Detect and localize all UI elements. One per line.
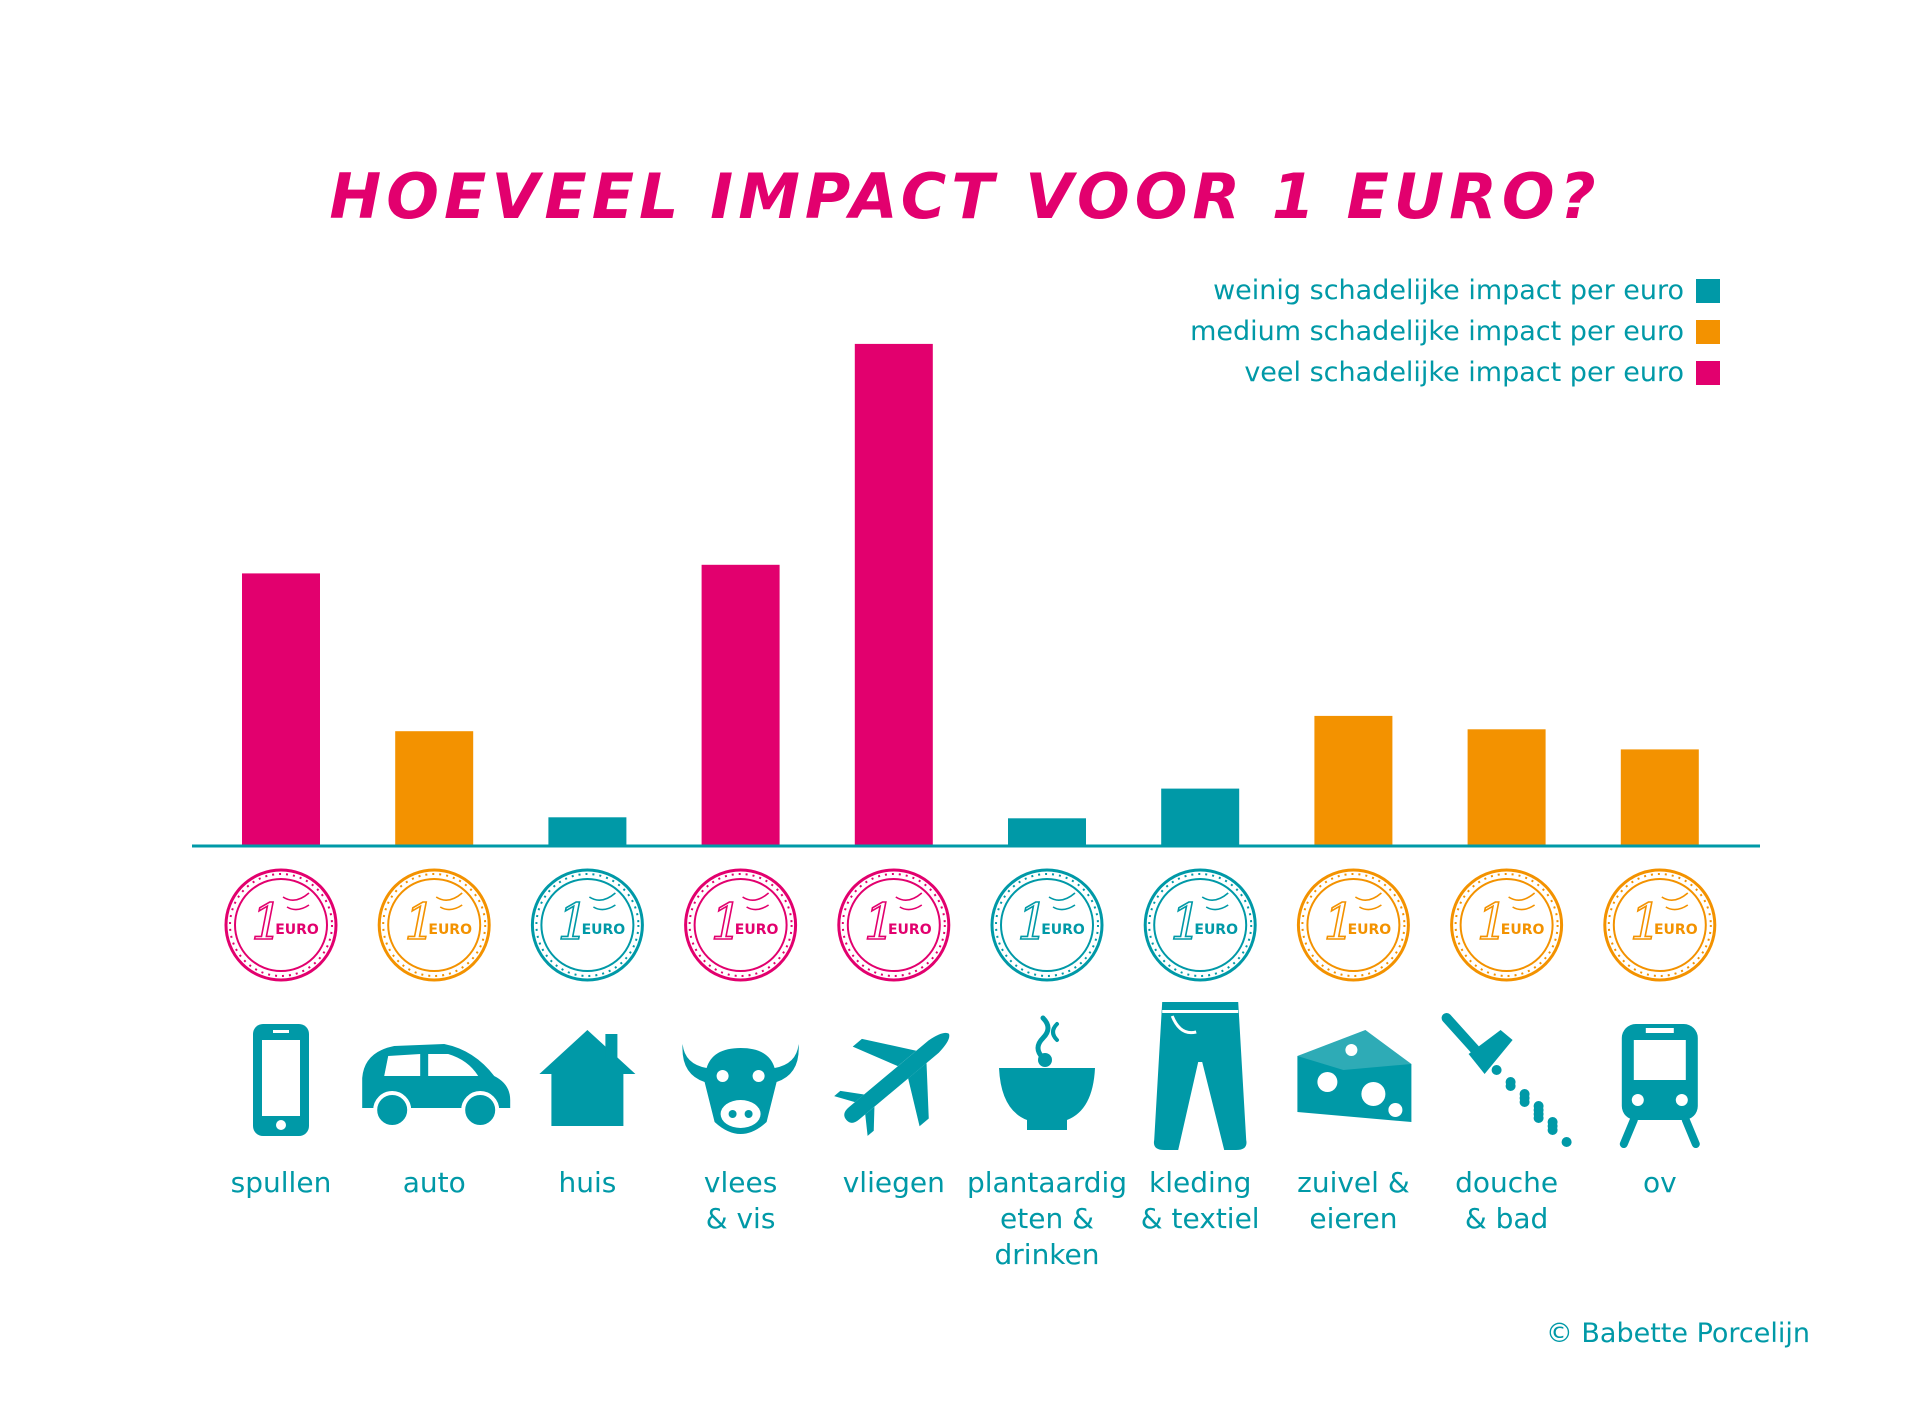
svg-text:1: 1 xyxy=(1017,893,1049,951)
bar-3 xyxy=(701,564,780,846)
x-tick-label: huis xyxy=(558,1166,616,1199)
x-tick-label: & textiel xyxy=(1141,1202,1260,1235)
bowl-icon xyxy=(999,1015,1095,1130)
svg-text:1: 1 xyxy=(1170,893,1202,951)
legend-swatch-veel xyxy=(1696,360,1720,385)
legend-item-veel: veel schadelijke impact per euro xyxy=(1190,352,1720,393)
legend-swatch-weinig xyxy=(1696,278,1720,303)
bar-5 xyxy=(1008,818,1086,846)
svg-text:1: 1 xyxy=(557,893,589,951)
legend-item-medium: medium schadelijke impact per euro xyxy=(1190,311,1720,352)
svg-text:EURO: EURO xyxy=(1348,922,1392,938)
legend-item-weinig: weinig schadelijke impact per euro xyxy=(1190,270,1720,311)
x-tick-label: vlees xyxy=(704,1166,777,1199)
x-tick-label: ov xyxy=(1643,1166,1677,1199)
train-icon xyxy=(1619,1024,1700,1148)
bar-2 xyxy=(548,817,627,846)
svg-text:1: 1 xyxy=(1323,893,1355,951)
car-icon xyxy=(362,1044,511,1129)
bar-4 xyxy=(854,343,933,846)
jeans-icon xyxy=(1153,1002,1247,1150)
bar-9 xyxy=(1620,749,1699,846)
x-tick-label: vliegen xyxy=(843,1166,945,1199)
legend-swatch-medium xyxy=(1696,319,1720,344)
svg-text:EURO: EURO xyxy=(582,922,626,938)
legend: weinig schadelijke impact per euro mediu… xyxy=(1190,270,1720,393)
x-tick-label: auto xyxy=(403,1166,466,1199)
shower-icon xyxy=(1441,1013,1572,1147)
x-tick-label: & bad xyxy=(1465,1202,1548,1235)
house-icon xyxy=(539,1030,636,1126)
legend-label-medium: medium schadelijke impact per euro xyxy=(1190,316,1684,347)
svg-text:1: 1 xyxy=(404,893,436,951)
bar-1 xyxy=(395,731,474,846)
x-tick-label: douche xyxy=(1455,1166,1558,1199)
svg-text:EURO: EURO xyxy=(1041,922,1085,938)
svg-text:1: 1 xyxy=(864,893,896,951)
cheese-icon xyxy=(1297,1030,1412,1122)
legend-label-veel: veel schadelijke impact per euro xyxy=(1244,357,1684,388)
bar-7 xyxy=(1314,715,1393,846)
legend-label-weinig: weinig schadelijke impact per euro xyxy=(1213,275,1684,306)
x-tick-label: eieren xyxy=(1309,1202,1397,1235)
x-tick-label: drinken xyxy=(995,1238,1100,1271)
svg-text:1: 1 xyxy=(711,893,743,951)
cow-icon xyxy=(682,1044,799,1134)
svg-text:EURO: EURO xyxy=(888,922,932,938)
x-tick-label: plantaardig xyxy=(967,1166,1127,1199)
x-tick-label: eten & xyxy=(1000,1202,1094,1235)
bar-0 xyxy=(242,573,320,846)
x-tick-label: kleding xyxy=(1149,1166,1251,1199)
svg-text:1: 1 xyxy=(251,893,283,951)
svg-text:1: 1 xyxy=(1630,893,1662,951)
x-tick-label: & vis xyxy=(706,1202,776,1235)
copyright-text: © Babette Porcelijn xyxy=(1545,1318,1810,1349)
x-tick-label: zuivel & xyxy=(1297,1166,1410,1199)
svg-text:EURO: EURO xyxy=(275,922,319,938)
svg-text:EURO: EURO xyxy=(1501,922,1545,938)
svg-text:1: 1 xyxy=(1477,893,1509,951)
bar-6 xyxy=(1161,788,1240,846)
chart-title: HOEVEEL IMPACT VOOR 1 EURO? xyxy=(329,160,1601,233)
svg-text:EURO: EURO xyxy=(735,922,779,938)
smartphone-icon xyxy=(253,1024,309,1136)
svg-text:EURO: EURO xyxy=(428,922,472,938)
airplane-icon xyxy=(834,1032,950,1136)
svg-text:EURO: EURO xyxy=(1194,922,1238,938)
bar-8 xyxy=(1467,729,1546,846)
x-tick-label: spullen xyxy=(231,1166,332,1199)
svg-text:EURO: EURO xyxy=(1654,922,1698,938)
